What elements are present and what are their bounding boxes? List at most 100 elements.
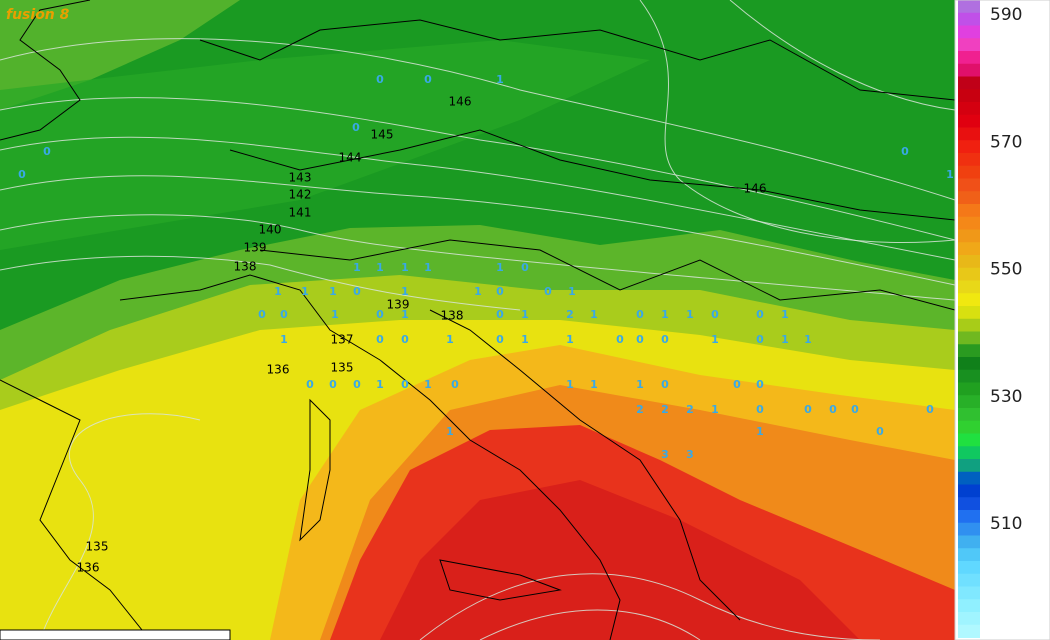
contour-label: 136 <box>267 363 290 377</box>
colorbar-label: 590 <box>990 5 1022 25</box>
coastline <box>0 0 91 141</box>
station-value: 0 <box>661 378 669 391</box>
contour-label: 138 <box>441 309 464 323</box>
station-value: 1 <box>566 378 574 391</box>
station-value: 0 <box>711 308 719 321</box>
colorbar-step <box>958 573 980 587</box>
coastline <box>429 309 741 621</box>
colorbar-step <box>958 420 980 434</box>
station-value: 1 <box>376 261 384 274</box>
station-value: 0 <box>636 333 644 346</box>
colorbar-step <box>958 153 980 167</box>
station-value: 1 <box>474 285 482 298</box>
contour-label: 143 <box>289 171 312 185</box>
contour-label: 139 <box>244 241 267 255</box>
station-value: 0 <box>376 308 384 321</box>
station-value: 1 <box>274 285 282 298</box>
contour-label: 135 <box>86 540 109 554</box>
station-value: 0 <box>876 425 884 438</box>
station-value: 2 <box>566 308 574 321</box>
contour-line <box>479 609 701 640</box>
contour-label: 140 <box>259 223 282 237</box>
colorbar-step <box>958 178 980 192</box>
station-value: 1 <box>376 378 384 391</box>
colorbar-label: 510 <box>990 514 1022 534</box>
coastline <box>119 274 621 640</box>
contour-label: 144 <box>339 151 362 165</box>
contour-label: 142 <box>289 188 312 202</box>
coastlines <box>0 0 956 640</box>
station-value: 2 <box>636 403 644 416</box>
contour-line <box>0 38 956 201</box>
border <box>259 239 956 311</box>
station-value: 1 <box>946 168 954 181</box>
colorbar-step <box>958 484 980 498</box>
station-value: 1 <box>521 333 529 346</box>
station-value: 1 <box>590 308 598 321</box>
station-value: 1 <box>496 73 504 86</box>
station-value: 1 <box>353 261 361 274</box>
station-value: 1 <box>446 333 454 346</box>
contour-label: 146 <box>449 95 472 109</box>
colorbar-step <box>958 76 980 90</box>
contour-label: 145 <box>371 128 394 142</box>
colorbar-step <box>958 446 980 460</box>
colorbar-step <box>958 471 980 485</box>
station-value: 1 <box>566 333 574 346</box>
station-value: 0 <box>496 308 504 321</box>
contour-line <box>0 255 521 311</box>
colorbar-step <box>958 140 980 154</box>
station-value: 0 <box>926 403 934 416</box>
station-value: 0 <box>353 378 361 391</box>
station-value: 0 <box>901 145 909 158</box>
colorbar-step <box>958 267 980 281</box>
colorbar-step <box>958 612 980 626</box>
station-value: 2 <box>686 403 694 416</box>
station-value: 0 <box>636 308 644 321</box>
station-value: 0 <box>401 378 409 391</box>
station-value: 1 <box>446 425 454 438</box>
station-value: 0 <box>451 378 459 391</box>
colorbar-step <box>958 306 980 320</box>
contour-line <box>39 413 201 640</box>
station-value: 1 <box>401 308 409 321</box>
colorbar-step <box>958 63 980 77</box>
station-value: 0 <box>496 285 504 298</box>
colorbar: 590 570 550 530 510 <box>954 0 1050 640</box>
station-value: 1 <box>711 333 719 346</box>
station-value: 0 <box>496 333 504 346</box>
station-value: 0 <box>401 333 409 346</box>
colorbar-step <box>958 599 980 613</box>
contours <box>0 0 956 640</box>
island <box>299 398 331 542</box>
colorbar-step <box>958 127 980 141</box>
station-value: 1 <box>781 333 789 346</box>
colorbar-step <box>958 433 980 447</box>
station-value: 1 <box>280 333 288 346</box>
contour-label: 135 <box>331 361 354 375</box>
colorbar-step <box>958 395 980 409</box>
station-value: 0 <box>376 73 384 86</box>
station-value: 2 <box>661 403 669 416</box>
station-value: 3 <box>686 448 694 461</box>
station-value: 1 <box>401 285 409 298</box>
colorbar-step <box>958 51 980 65</box>
colorbar-step <box>958 25 980 39</box>
station-value: 0 <box>756 378 764 391</box>
colorbar-step <box>958 344 980 358</box>
border <box>199 19 956 101</box>
station-value: 1 <box>804 333 812 346</box>
colorbar-step <box>958 89 980 103</box>
station-value: 1 <box>301 285 309 298</box>
station-value: 0 <box>280 308 288 321</box>
border <box>229 129 956 221</box>
colorbar-step <box>958 255 980 269</box>
colorbar-step <box>958 102 980 116</box>
colorbar-step <box>958 0 980 14</box>
colorbar-step <box>958 548 980 562</box>
colorbar-step <box>958 624 980 638</box>
colorbar-step <box>958 114 980 128</box>
colorbar-step <box>958 191 980 205</box>
